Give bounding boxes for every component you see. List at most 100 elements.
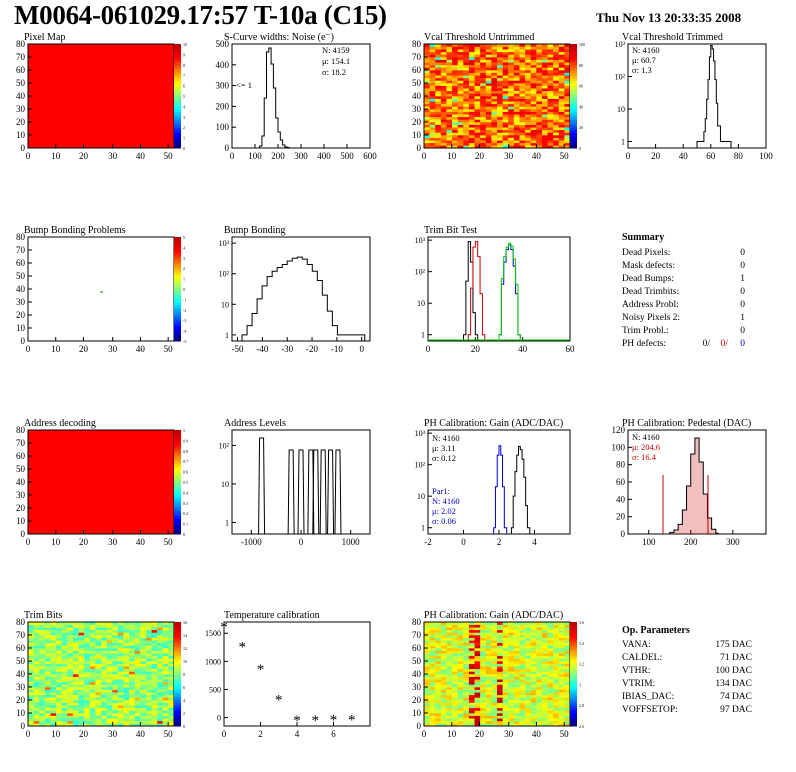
heatmap-cell xyxy=(168,661,175,664)
heatmap-cell xyxy=(491,663,498,667)
colorbar-segment xyxy=(174,443,181,447)
heatmap-cell xyxy=(446,98,453,102)
heatmap-cell xyxy=(463,119,470,123)
heatmap-cell xyxy=(446,718,453,722)
summary-value: 0 xyxy=(740,248,745,258)
heatmap-cell xyxy=(564,624,571,628)
heatmap-cell xyxy=(452,637,458,641)
heatmap-cell xyxy=(435,632,442,636)
y-tick-label: 0 xyxy=(217,714,221,723)
heatmap-cell xyxy=(564,127,571,131)
heatmap-cell xyxy=(530,622,537,625)
heatmap-cell xyxy=(558,694,565,698)
heatmap-cell xyxy=(508,648,515,651)
colorbar-segment xyxy=(174,57,181,61)
heatmap-cell xyxy=(541,645,548,649)
heatmap-cell xyxy=(457,64,464,68)
heatmap-cell xyxy=(463,83,470,86)
heatmap-cell xyxy=(480,109,487,112)
heatmap-cell xyxy=(162,710,169,714)
heatmap-cell xyxy=(446,661,453,664)
heatmap-cell xyxy=(513,653,520,657)
heatmap-cell xyxy=(558,124,565,128)
heatmap-cell xyxy=(547,85,554,89)
heatmap-cell xyxy=(440,127,447,131)
heatmap-cell xyxy=(435,668,442,672)
heatmap-cell xyxy=(457,93,464,97)
heatmap-cell xyxy=(28,674,34,677)
heatmap-cell xyxy=(134,674,141,677)
heatmap-cell xyxy=(525,93,531,97)
heatmap-cell xyxy=(564,132,571,136)
heatmap-cell xyxy=(129,679,135,683)
heatmap-cell xyxy=(157,702,164,706)
heatmap-cell xyxy=(564,114,571,118)
heatmap-cell xyxy=(72,658,79,662)
heatmap-cell xyxy=(162,632,169,636)
heatmap-cell xyxy=(446,127,453,131)
heatmap-cell xyxy=(457,72,464,76)
colorbar-segment xyxy=(174,257,181,261)
heatmap-cell xyxy=(162,687,169,690)
heatmap-cell xyxy=(474,88,481,92)
heatmap-cell xyxy=(123,681,130,685)
heatmap-cell xyxy=(530,119,537,123)
heatmap-cell xyxy=(502,697,509,701)
heatmap-cell xyxy=(123,629,130,633)
heatmap-cell xyxy=(106,661,113,664)
y-tick-label: 20 xyxy=(412,117,422,127)
heatmap-cell xyxy=(558,129,565,133)
heatmap-cell xyxy=(168,655,175,659)
heatmap-cell xyxy=(525,720,531,724)
heatmap-cell xyxy=(497,106,503,110)
plot-title: PH Calibration: Pedestal (DAC) xyxy=(622,418,751,429)
heatmap-cell xyxy=(72,681,79,685)
heatmap-cell xyxy=(530,710,537,714)
heatmap-cell xyxy=(508,713,515,716)
heatmap-cell xyxy=(547,629,554,633)
heatmap-cell xyxy=(513,54,520,58)
heatmap-cell xyxy=(440,702,447,706)
heatmap-cell xyxy=(485,106,492,110)
heatmap-cell xyxy=(564,98,571,102)
heatmap-cell xyxy=(440,129,447,133)
y-tick-label: 1500 xyxy=(205,629,221,638)
heatmap-cell xyxy=(435,645,442,649)
colorbar-segment xyxy=(570,90,577,94)
heatmap-cell xyxy=(497,720,503,724)
heatmap-cell xyxy=(547,689,554,693)
heatmap-cell xyxy=(162,713,169,716)
heatmap-cell xyxy=(145,642,152,646)
heatmap-cell xyxy=(536,700,543,703)
heatmap-cell xyxy=(129,710,135,714)
heatmap-cell xyxy=(140,658,147,662)
heatmap-cell xyxy=(123,671,130,675)
heatmap-cell xyxy=(44,710,51,714)
heatmap-cell xyxy=(547,46,554,50)
par1-text: N: 4160 xyxy=(432,496,460,506)
heatmap-cell xyxy=(519,103,526,107)
heatmap-cell xyxy=(463,101,470,105)
heatmap-cell xyxy=(452,83,458,86)
heatmap-cell xyxy=(553,83,560,86)
colorbar-segment xyxy=(174,476,181,480)
heatmap-cell xyxy=(547,103,554,107)
heatmap-cell xyxy=(440,666,447,670)
heatmap-cell xyxy=(502,640,509,644)
colorbar-segment xyxy=(174,283,181,287)
heatmap-cell xyxy=(474,49,481,53)
heatmap-cell xyxy=(513,684,520,688)
heatmap-cell xyxy=(168,692,175,696)
colorbar-segment xyxy=(570,655,577,659)
heatmap-cell xyxy=(553,666,560,670)
heatmap-cell xyxy=(28,689,34,693)
heatmap-cell xyxy=(502,666,509,670)
heatmap-cell xyxy=(134,684,141,688)
colorbar-label: 0.1 xyxy=(183,522,188,527)
heatmap-cell xyxy=(157,720,164,724)
heatmap-cell xyxy=(457,655,464,659)
heatmap-cell xyxy=(480,723,487,727)
y-tick-label: 400 xyxy=(216,60,230,70)
heatmap-cell xyxy=(502,129,509,133)
heatmap-cell xyxy=(502,668,509,672)
